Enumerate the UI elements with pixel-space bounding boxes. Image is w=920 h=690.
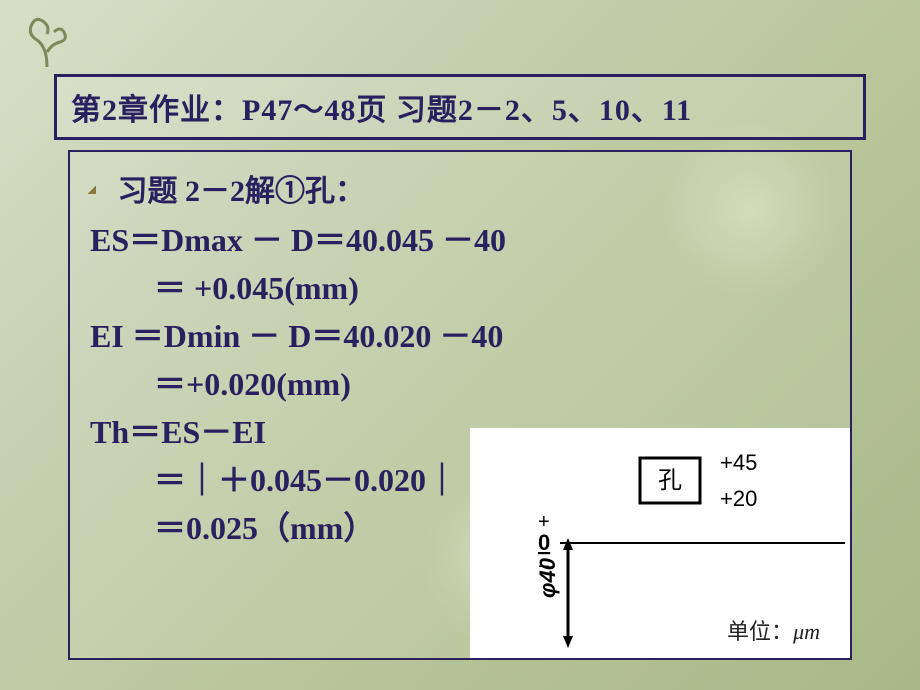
problem-subtitle: 习题 2－2解①孔： [118,175,366,208]
dimension-label: φ40 [535,557,560,598]
formula-line-3: EI ＝Dmin － D＝40.020 －40 [90,312,830,360]
formula-line-1: ES＝Dmax － D＝40.045 －40 [90,216,830,264]
formula-line-2: ＝ +0.045(mm) [90,264,830,312]
bullet-icon [88,186,105,203]
content-box: 习题 2－2解①孔： ES＝Dmax － D＝40.045 －40 ＝ +0.0… [68,150,852,660]
hole-label: 孔 [658,468,682,494]
chapter-title-box: 第2章作业：P47～48页 习题2－2、5、10、11 [54,74,866,140]
tolerance-diagram: 孔 +45 +20 + 0 − φ40 单位：μm [470,428,850,658]
unit-prefix: 单位： [727,619,793,644]
upper-deviation: +45 [720,450,757,475]
unit-value: μm [793,619,820,644]
zero-label: 0 [538,530,550,555]
chapter-title: 第2章作业：P47～48页 习题2－2、5、10、11 [71,94,692,127]
lower-deviation: +20 [720,486,757,511]
formula-line-4: ＝+0.020(mm) [90,360,830,408]
corner-decoration [22,12,72,72]
unit-label: 单位：μm [727,614,820,646]
problem-subtitle-row: 习题 2－2解①孔： [90,166,830,210]
